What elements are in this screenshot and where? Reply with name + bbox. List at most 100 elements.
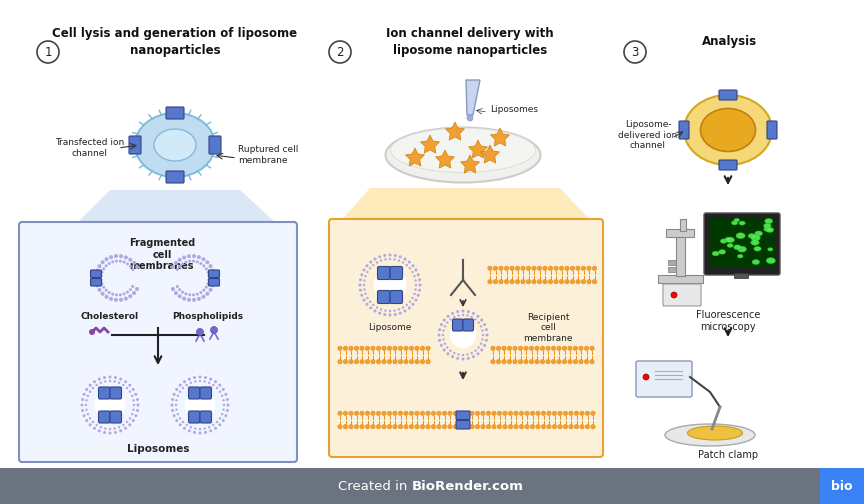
Circle shape [476, 314, 480, 318]
Circle shape [132, 261, 136, 265]
Circle shape [204, 380, 206, 383]
Circle shape [398, 411, 403, 415]
FancyBboxPatch shape [188, 411, 200, 423]
Circle shape [114, 298, 118, 302]
Circle shape [111, 261, 114, 264]
Circle shape [570, 280, 575, 284]
FancyBboxPatch shape [98, 387, 110, 399]
Circle shape [543, 266, 547, 271]
Circle shape [453, 352, 455, 354]
Circle shape [359, 283, 361, 286]
Circle shape [562, 346, 567, 350]
Circle shape [359, 424, 365, 429]
Circle shape [128, 294, 132, 298]
Circle shape [537, 280, 542, 284]
Circle shape [387, 411, 391, 415]
Ellipse shape [739, 221, 746, 225]
Circle shape [105, 257, 109, 261]
Circle shape [99, 275, 103, 278]
Circle shape [119, 429, 122, 432]
Circle shape [85, 404, 87, 406]
Circle shape [206, 292, 209, 296]
Circle shape [359, 411, 365, 415]
Circle shape [579, 359, 583, 364]
Circle shape [371, 411, 375, 415]
Circle shape [226, 404, 230, 407]
Circle shape [382, 424, 386, 429]
Circle shape [199, 428, 201, 430]
Circle shape [519, 424, 524, 429]
Circle shape [563, 411, 568, 415]
Circle shape [208, 426, 211, 428]
Circle shape [461, 314, 464, 316]
Circle shape [377, 346, 381, 350]
Circle shape [587, 280, 591, 284]
Circle shape [175, 404, 177, 406]
Circle shape [178, 265, 181, 268]
Circle shape [478, 346, 480, 349]
Circle shape [593, 280, 597, 284]
Circle shape [83, 414, 86, 417]
Bar [666, 229, 694, 237]
Circle shape [124, 296, 128, 300]
Circle shape [124, 427, 127, 430]
Circle shape [122, 384, 124, 386]
Text: Recipient
cell
membrane: Recipient cell membrane [524, 313, 573, 343]
Circle shape [492, 424, 496, 429]
Circle shape [456, 310, 459, 313]
Circle shape [115, 293, 118, 296]
Circle shape [92, 421, 94, 423]
Circle shape [530, 424, 535, 429]
Circle shape [376, 261, 378, 264]
Circle shape [474, 349, 477, 352]
Text: Liposomes: Liposomes [127, 444, 189, 454]
FancyBboxPatch shape [110, 387, 122, 399]
Circle shape [192, 254, 196, 258]
Circle shape [197, 297, 201, 301]
Circle shape [175, 285, 179, 288]
Ellipse shape [748, 233, 755, 238]
Circle shape [418, 283, 422, 286]
Circle shape [171, 409, 174, 412]
Bar [0, 468, 864, 504]
Circle shape [376, 306, 378, 309]
Circle shape [507, 359, 511, 364]
FancyBboxPatch shape [209, 136, 221, 154]
Circle shape [206, 271, 209, 274]
Circle shape [349, 411, 353, 415]
Circle shape [515, 266, 520, 271]
Circle shape [408, 261, 410, 264]
Circle shape [513, 346, 518, 350]
Circle shape [109, 255, 113, 259]
Circle shape [226, 398, 229, 401]
Circle shape [488, 280, 492, 284]
FancyBboxPatch shape [663, 284, 701, 306]
Circle shape [472, 312, 475, 315]
Circle shape [398, 359, 403, 364]
Circle shape [202, 264, 206, 267]
Circle shape [129, 265, 132, 268]
Circle shape [581, 280, 586, 284]
Ellipse shape [726, 237, 734, 243]
Circle shape [480, 348, 483, 351]
Circle shape [173, 414, 175, 417]
Circle shape [470, 411, 474, 415]
Circle shape [105, 289, 108, 292]
Text: Cholesterol: Cholesterol [81, 312, 139, 321]
Circle shape [212, 279, 216, 283]
Circle shape [373, 309, 377, 312]
Circle shape [129, 288, 132, 291]
Circle shape [173, 393, 175, 396]
Circle shape [536, 411, 540, 415]
Circle shape [377, 411, 381, 415]
Circle shape [354, 411, 359, 415]
Circle shape [99, 278, 103, 281]
Circle shape [369, 306, 372, 309]
Circle shape [188, 293, 191, 296]
Circle shape [175, 268, 179, 271]
Circle shape [126, 263, 129, 266]
Circle shape [222, 408, 225, 411]
Circle shape [216, 387, 219, 389]
Circle shape [349, 424, 353, 429]
Circle shape [393, 346, 397, 350]
